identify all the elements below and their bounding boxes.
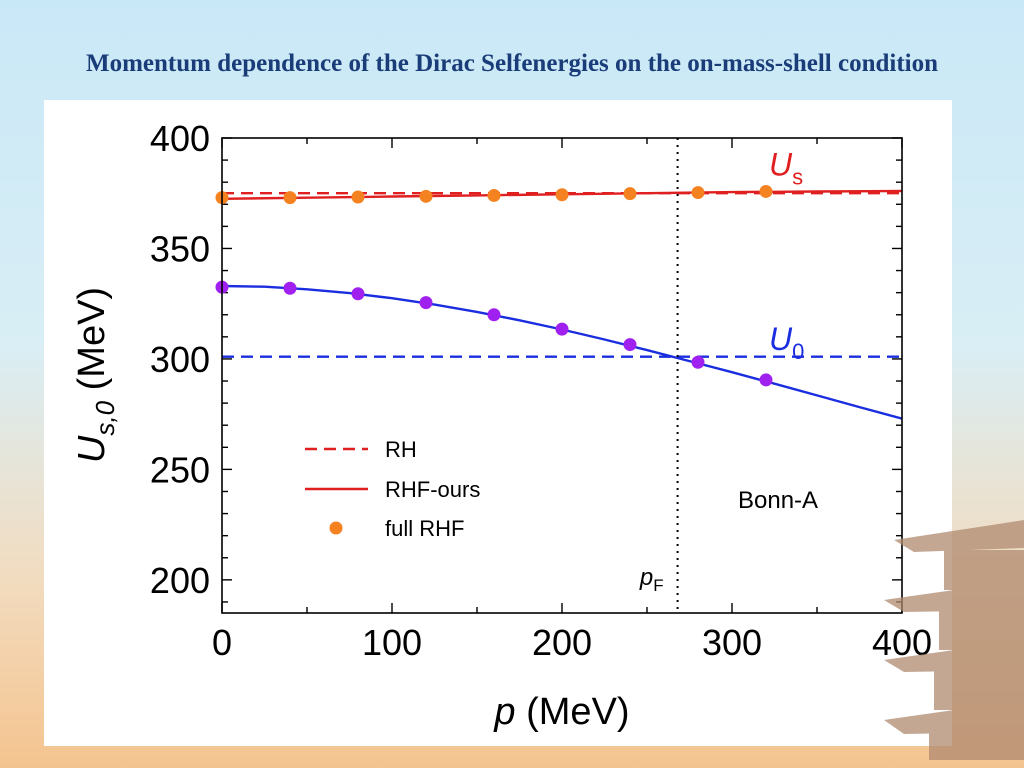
data-point-full_U0 <box>487 308 501 322</box>
data-point-full_U0 <box>351 287 365 301</box>
data-point-full_U0 <box>623 338 637 352</box>
plot-frame <box>221 137 903 614</box>
legend-label: full RHF <box>385 516 464 541</box>
data-point-full_Us <box>419 189 433 203</box>
data-point-full_U0 <box>759 373 773 387</box>
chart: 0 100 200 300 400200250300350400pFUsU0Bonn-A… <box>71 118 932 733</box>
data-point-full_U0 <box>283 281 297 295</box>
fermi-momentum-label: pF <box>639 564 664 595</box>
curve-label-U0: U0 <box>769 321 804 364</box>
legend-label: RHF-ours <box>385 477 480 502</box>
chart-panel: 0 100 200 300 400 200 250 300 350 400 pF Us U0 Bonn-A… <box>44 100 952 746</box>
x-tick-label: 100 <box>362 622 422 663</box>
data-point-full_Us <box>487 188 501 202</box>
y-tick-label: 250 <box>150 449 210 490</box>
y-axis-label: Us,0 (MeV) <box>71 287 120 463</box>
data-point-full_Us <box>283 191 297 205</box>
data-point-full_Us <box>351 190 365 204</box>
data-point-full_Us <box>623 187 637 201</box>
y-tick-label: 300 <box>150 339 210 380</box>
y-tick-label: 400 <box>150 118 210 159</box>
data-point-full_Us <box>759 184 773 198</box>
legend-label: RH <box>385 437 417 462</box>
x-tick-label: 300 <box>702 622 762 663</box>
y-tick-label: 200 <box>150 560 210 601</box>
curve-label-Us: Us <box>769 147 803 190</box>
model-annotation: Bonn-A <box>738 487 818 514</box>
pagoda-decoration <box>884 520 1024 760</box>
x-axis-label: p (MeV) <box>493 691 629 733</box>
slide-title: Momentum dependence of the Dirac Selfene… <box>85 50 938 77</box>
legend-marker <box>329 521 343 535</box>
data-point-full_U0 <box>691 355 705 369</box>
x-tick-label: 200 <box>532 622 592 663</box>
y-tick-label: 350 <box>150 228 210 269</box>
x-tick-label: 0 <box>212 622 232 663</box>
data-point-full_Us <box>555 188 569 202</box>
data-point-full_U0 <box>555 322 569 336</box>
data-point-full_Us <box>691 186 705 200</box>
data-point-full_U0 <box>419 296 433 310</box>
